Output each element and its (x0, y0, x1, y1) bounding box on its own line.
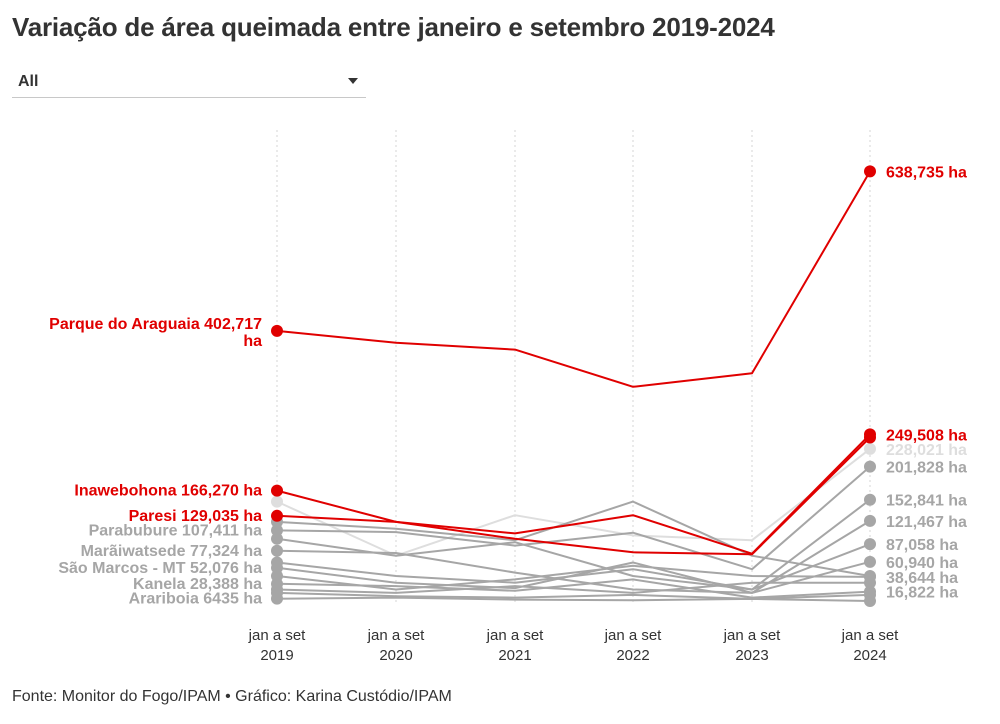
data-point (271, 509, 283, 522)
x-tick-label: jan a set (604, 627, 663, 644)
series-line (276, 560, 871, 594)
series-end-label: 152,841 ha (886, 493, 967, 510)
data-point (864, 594, 876, 607)
x-tick-label: jan a set (248, 627, 307, 644)
series-line (276, 500, 871, 577)
data-point (864, 555, 876, 568)
data-point (271, 544, 283, 557)
series-line (276, 465, 871, 571)
source-credit: Fonte: Monitor do Fogo/IPAM • Gráfico: K… (12, 688, 452, 705)
series-start-label: Parabubure 107,411 ha (89, 522, 263, 539)
x-tick-label: 2024 (853, 647, 886, 664)
series-start-label: São Marcos - MT 52,076 ha (58, 560, 262, 577)
series-start-label: Kanela 28,388 ha (133, 576, 262, 593)
data-point (864, 493, 876, 506)
series-line (276, 433, 871, 555)
data-point (864, 538, 876, 551)
data-point (864, 165, 876, 178)
x-tick-label: jan a set (841, 627, 900, 644)
x-tick-label: 2021 (498, 647, 531, 664)
dropdown-selected-value: All (18, 73, 39, 90)
series-line (276, 436, 871, 556)
series-end-label: 60,940 ha (886, 555, 958, 572)
data-point (864, 460, 876, 473)
data-point (271, 324, 283, 337)
x-tick-label: jan a set (723, 627, 782, 644)
x-tick-label: jan a set (367, 627, 426, 644)
data-point (271, 524, 283, 537)
series-end-label: 38,644 ha (886, 570, 958, 587)
series-line (276, 564, 871, 591)
x-tick-label: 2020 (379, 647, 412, 664)
series-start-label: Arariboia 6435 ha (129, 591, 263, 608)
x-tick-label: 2019 (260, 647, 293, 664)
series-end-label: 638,735 ha (886, 164, 967, 181)
chevron-down-icon (348, 78, 358, 84)
chart-points (271, 165, 876, 607)
data-point (864, 576, 876, 589)
series-start-label: Marãiwatsede 77,324 ha (81, 543, 263, 560)
x-axis: jan a set 2019 jan a set 2020 jan a set 2021 j… (248, 627, 900, 664)
series-line (276, 581, 870, 594)
series-start-label: Inawebohona 166,270 ha (74, 483, 262, 500)
data-point (864, 442, 876, 455)
series-line (276, 578, 871, 599)
series-line (276, 591, 871, 600)
series-start-label: Paresi 129,035 ha (129, 508, 263, 525)
series-end-label: 16,822 ha (886, 585, 958, 602)
series-end-label: 201,828 ha (886, 460, 967, 477)
x-tick-label: 2023 (735, 647, 768, 664)
series-end-label: 121,467 ha (886, 514, 967, 531)
series-end-label: 228,021 ha (886, 442, 967, 459)
x-tick-label: 2022 (616, 647, 649, 664)
data-point (271, 484, 283, 497)
series-start-label: Parque do Araguaia 402,717 (49, 316, 262, 333)
data-point (864, 514, 876, 527)
series-line (276, 596, 871, 602)
data-point (271, 532, 283, 545)
data-point (864, 428, 876, 441)
data-point (271, 592, 283, 605)
series-end-label: 87,058 ha (886, 537, 958, 554)
x-tick-label: jan a set (486, 627, 545, 644)
series-end-label: 249,508 ha (886, 427, 967, 444)
territory-filter-dropdown[interactable]: All (12, 66, 366, 98)
chart-lines (276, 170, 871, 602)
data-point (271, 495, 283, 508)
series-start-label: ha (243, 333, 262, 350)
chart-title: Variação de área queimada entre janeiro … (12, 12, 775, 42)
series-line (276, 170, 871, 388)
